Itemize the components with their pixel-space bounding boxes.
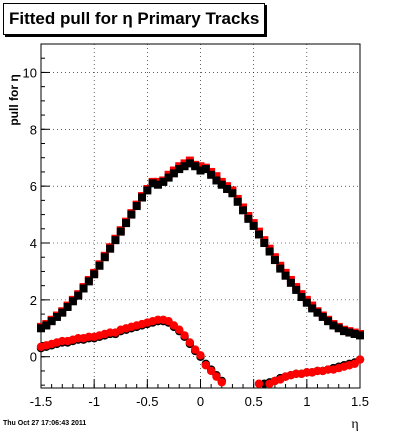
y-axis-label: pull for η [7, 74, 21, 125]
black-square-marker [95, 261, 104, 270]
black-square-marker [58, 308, 67, 317]
x-tick-label: -1.5 [30, 394, 52, 409]
red-circle-marker [196, 351, 205, 360]
red-circle-marker [212, 372, 221, 381]
black-square-marker [164, 173, 173, 182]
y-tick-label: 6 [30, 179, 37, 194]
x-tick-labels: -1.5 -1 -0.5 0 0.5 1 1.5 [30, 394, 369, 409]
black-square-marker [356, 331, 364, 340]
red-square-marker [212, 172, 221, 181]
black-square-marker [106, 244, 115, 253]
black-square-marker [100, 253, 109, 262]
red-circle-marker [355, 355, 365, 364]
black-square-marker [143, 186, 152, 195]
chart-title: Fitted pull for η Primary Tracks [3, 3, 266, 35]
red-circle-marker [180, 331, 189, 340]
black-square-marker [116, 227, 125, 236]
red-circle-marker [175, 325, 184, 334]
black-square-marker [260, 239, 269, 248]
timestamp: Thu Oct 27 17:06:43 2011 [3, 420, 87, 427]
black-square-marker [175, 165, 184, 174]
black-square-marker [159, 177, 168, 186]
black-square-marker [223, 184, 232, 193]
black-square-marker [324, 317, 333, 326]
black-square-marker [196, 166, 205, 175]
black-square-marker [281, 271, 290, 280]
black-square-marker [74, 291, 83, 300]
black-square-marker [138, 193, 147, 202]
black-square-marker [334, 324, 343, 333]
y-tick-label: 0 [30, 350, 37, 365]
black-square-marker [42, 321, 51, 330]
red-circle-marker [185, 338, 195, 347]
black-square-marker [228, 189, 237, 198]
black-square-marker [169, 169, 178, 178]
x-tick-label: 1.5 [351, 394, 369, 409]
black-square-marker [37, 324, 45, 333]
black-square-marker [84, 277, 93, 286]
black-square-marker [308, 304, 317, 313]
black-square-marker [79, 284, 88, 293]
axis-ticks [40, 43, 361, 388]
black-square-marker [47, 317, 56, 326]
black-square-marker [212, 176, 221, 185]
black-square-marker [153, 180, 162, 189]
black-square-marker [68, 297, 77, 306]
red-circle-marker [206, 366, 216, 376]
x-tick-label: -0.5 [136, 394, 158, 409]
black-square-marker [302, 298, 311, 307]
black-square-marker [217, 180, 226, 189]
black-square-marker [207, 170, 216, 179]
black-square-marker [286, 278, 295, 287]
black-square-marker [185, 159, 194, 168]
black-square-marker [127, 210, 136, 219]
red-circle-marker [190, 345, 200, 354]
red-square-marker [196, 162, 205, 171]
red-circle-marker [254, 379, 264, 388]
black-square-marker [191, 162, 200, 171]
data-points [36, 156, 365, 388]
red-circle-marker [217, 378, 226, 387]
black-square-marker [254, 230, 263, 239]
black-square-marker [239, 206, 248, 215]
y-tick-labels: 0 2 4 6 8 10 [23, 65, 37, 364]
black-square-marker [265, 247, 274, 256]
y-tick-label: 10 [23, 65, 37, 80]
x-tick-label: -1 [88, 394, 100, 409]
x-tick-label: 1 [303, 394, 310, 409]
black-square-marker [233, 197, 242, 206]
black-square-marker [132, 202, 141, 211]
x-tick-label: 0 [197, 394, 204, 409]
black-square-marker [297, 293, 306, 302]
y-tick-label: 2 [30, 293, 37, 308]
black-square-marker [249, 221, 258, 230]
black-square-marker [292, 285, 301, 294]
black-square-marker [329, 321, 338, 330]
black-square-marker [350, 329, 359, 338]
black-square-marker [340, 327, 349, 336]
black-square-marker [345, 328, 354, 337]
black-square-marker [122, 219, 131, 228]
black-square-marker [111, 236, 120, 245]
black-square-marker [313, 308, 322, 317]
y-tick-label: 8 [30, 122, 37, 137]
black-square-marker [90, 270, 99, 279]
black-square-marker [318, 312, 327, 321]
black-square-marker [148, 179, 157, 188]
x-axis-label: η [351, 417, 358, 432]
black-square-marker [276, 264, 285, 273]
black-square-marker [201, 165, 210, 174]
black-square-marker [52, 312, 61, 321]
black-square-marker [180, 162, 189, 171]
x-tick-label: 0.5 [245, 394, 263, 409]
grid-lines [41, 44, 360, 388]
red-circle-marker [201, 361, 211, 370]
black-square-marker [63, 302, 72, 311]
y-tick-label: 4 [30, 236, 37, 251]
black-square-marker [270, 256, 279, 265]
black-square-marker [244, 214, 253, 223]
